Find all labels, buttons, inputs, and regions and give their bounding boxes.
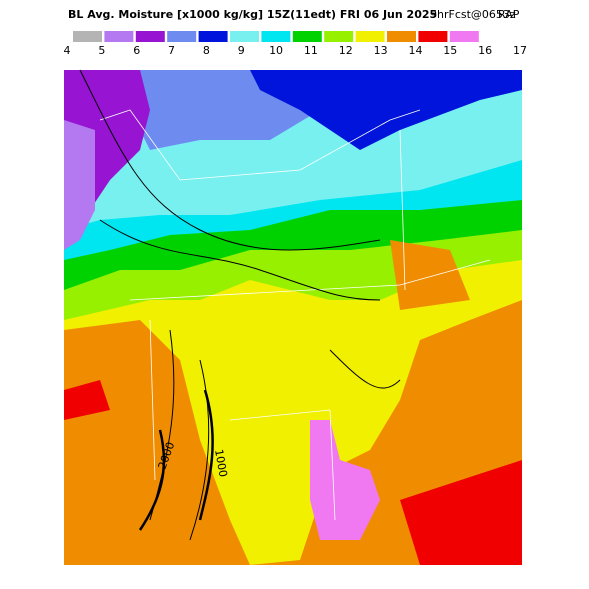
legend-swatch — [167, 31, 197, 42]
legend-label: 10 — [269, 44, 283, 57]
legend-label: 15 — [443, 44, 457, 57]
contour-label: 1000 — [212, 448, 230, 478]
field-pink — [310, 420, 380, 540]
legend-label: 5 — [98, 44, 105, 57]
legend-swatch — [292, 31, 322, 42]
legend-swatch — [135, 31, 165, 42]
legend-swatch — [355, 31, 385, 42]
legend-label: 8 — [203, 44, 210, 57]
legend-swatch — [104, 31, 134, 42]
legend-swatch — [324, 31, 354, 42]
field-green — [64, 190, 522, 290]
boundaries — [99, 109, 491, 521]
legend-swatch — [418, 31, 448, 42]
field-darkblue — [250, 70, 522, 150]
color-legend: 4 5 6 7 8 9 10 11 12 13 14 15 16 17 — [64, 31, 527, 57]
legend-swatch — [261, 31, 291, 42]
legend-label: 14 — [408, 44, 422, 57]
legend-label: 7 — [168, 44, 175, 57]
legend-label: 9 — [238, 44, 245, 57]
legend-label: 17 — [513, 44, 527, 57]
legend-label: 12 — [339, 44, 353, 57]
model-name: RAP — [498, 8, 520, 21]
field-red — [400, 460, 522, 565]
map: 2000 1000 — [64, 69, 522, 565]
field-red-west — [64, 380, 110, 420]
legend-label: 11 — [304, 44, 318, 57]
legend-swatch — [449, 31, 479, 42]
title: BL Avg. Moisture [x1000 kg/kg] 15Z(11edt… — [68, 8, 437, 21]
forecast-info: 9hrFcst@0653z — [430, 8, 516, 21]
legend-swatch — [73, 31, 102, 42]
contours — [79, 69, 401, 541]
legend-swatch — [387, 31, 416, 42]
legend-label: 16 — [478, 44, 492, 57]
field-orange-ne — [390, 240, 470, 310]
legend-label: 6 — [133, 44, 140, 57]
legend-label: 13 — [374, 44, 388, 57]
field-yellow — [64, 240, 522, 565]
field-lightpurple — [64, 120, 95, 250]
legend-swatch — [230, 31, 259, 42]
legend-swatch — [198, 31, 228, 42]
legend-label: 4 — [64, 44, 71, 57]
